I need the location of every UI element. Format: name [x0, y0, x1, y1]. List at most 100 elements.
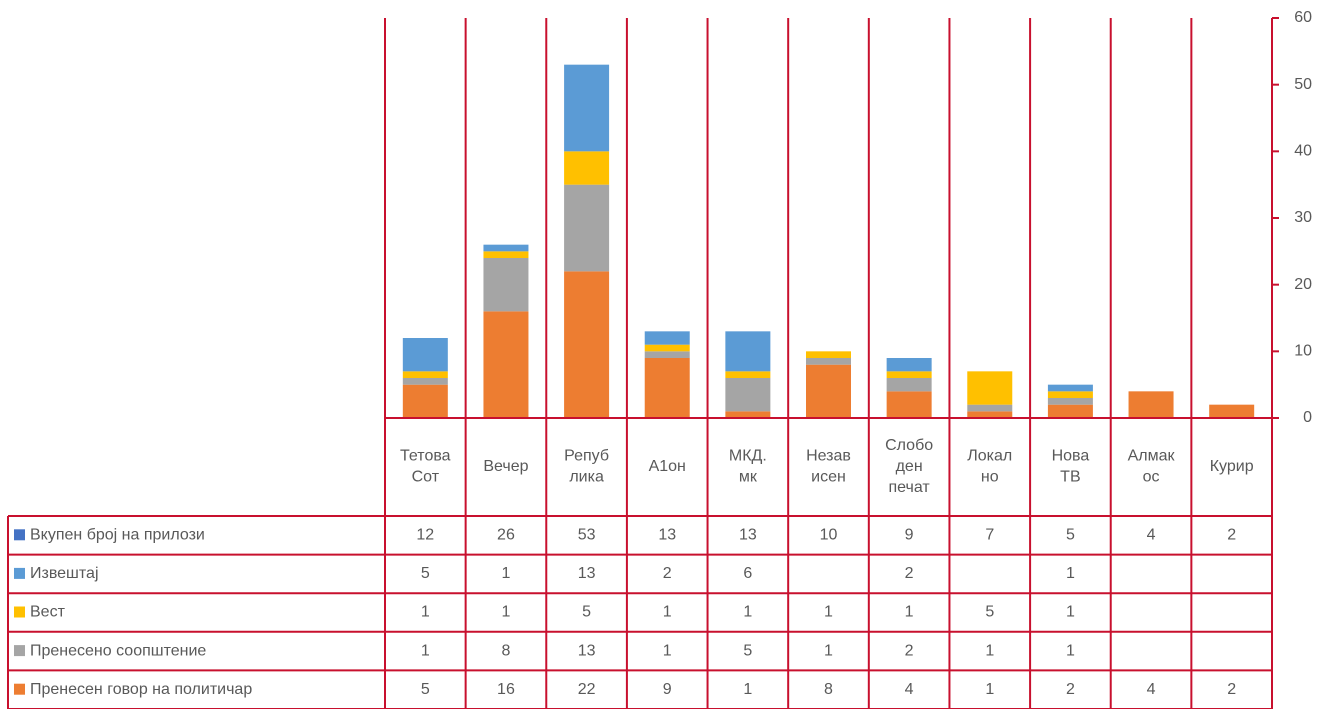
- bar-segment: [644, 344, 690, 352]
- table-cell: 9: [663, 681, 672, 698]
- table-cell: 5: [421, 565, 430, 582]
- table-cell: 1: [1066, 642, 1075, 659]
- table-cell: 5: [1066, 527, 1075, 544]
- table-cell: 1: [824, 642, 833, 659]
- bar-segment: [402, 371, 448, 378]
- table-cell: 1: [824, 604, 833, 621]
- legend-label: Извештај: [30, 565, 99, 582]
- table-cell: 10: [820, 527, 838, 544]
- bar-segment: [886, 391, 932, 418]
- table-cell: 1: [421, 642, 430, 659]
- category-label: Локал но: [967, 448, 1012, 486]
- bar-segment: [483, 311, 529, 418]
- bar-segment: [644, 331, 690, 345]
- legend-swatch: [14, 529, 25, 541]
- bar-segment: [402, 338, 448, 372]
- bar-segment: [806, 358, 851, 365]
- table-cell: 26: [497, 527, 515, 544]
- legend-swatch: [14, 683, 25, 695]
- bar-segment: [1047, 384, 1093, 392]
- table-cell: 2: [1227, 527, 1236, 544]
- table-cell: 22: [578, 681, 596, 698]
- bar-segment: [886, 371, 932, 378]
- table-cell: 7: [985, 527, 994, 544]
- category-label: Вечер: [483, 458, 528, 475]
- category-label: Слобо ден печат: [885, 437, 933, 496]
- table-cell: 1: [743, 681, 752, 698]
- bar-segment: [967, 404, 1013, 412]
- bar-segment: [644, 358, 690, 418]
- bar-segment: [402, 378, 448, 385]
- table-cell: 2: [1227, 681, 1236, 698]
- table-cell: 4: [1147, 527, 1156, 544]
- legend-swatch: [14, 606, 25, 618]
- bar-segment: [967, 411, 1013, 418]
- category-label: Тетова Сот: [400, 448, 451, 486]
- y-tick-label: 50: [1294, 76, 1312, 93]
- bar-segment: [483, 258, 529, 312]
- bar-segment: [886, 358, 932, 372]
- bar-segment: [725, 371, 771, 378]
- table-cell: 1: [421, 604, 430, 621]
- category-label: Нова ТВ: [1052, 448, 1090, 486]
- table-cell: 1: [502, 565, 511, 582]
- bar-segment: [1047, 404, 1093, 418]
- y-tick-label: 60: [1294, 9, 1312, 26]
- bar-segment: [806, 364, 851, 418]
- table-cell: 1: [1066, 565, 1075, 582]
- table-cell: 4: [1147, 681, 1156, 698]
- bar-segment: [644, 351, 690, 358]
- bar-segment: [1128, 391, 1174, 418]
- bar-segment: [564, 271, 610, 418]
- table-cell: 2: [905, 565, 914, 582]
- category-label: Алмак ос: [1128, 448, 1176, 486]
- table-cell: 2: [1066, 681, 1075, 698]
- table-cell: 13: [578, 565, 596, 582]
- table-cell: 5: [421, 681, 430, 698]
- table-cell: 1: [502, 604, 511, 621]
- bar-segment: [564, 184, 610, 272]
- table-cell: 1: [663, 604, 672, 621]
- table-cell: 1: [985, 642, 994, 659]
- category-label: Курир: [1210, 458, 1254, 475]
- table-cell: 1: [743, 604, 752, 621]
- table-cell: 5: [985, 604, 994, 621]
- table-cell: 2: [663, 565, 672, 582]
- bar-segment: [967, 371, 1013, 405]
- category-label: Незав исен: [806, 448, 851, 486]
- table-cell: 5: [743, 642, 752, 659]
- table-cell: 13: [578, 642, 596, 659]
- legend-label: Пренесено соопштение: [30, 642, 206, 659]
- table-cell: 8: [824, 681, 833, 698]
- table-cell: 13: [739, 527, 757, 544]
- category-label: А1он: [649, 458, 686, 475]
- bar-segment: [402, 384, 448, 418]
- bar-segment: [725, 411, 771, 418]
- bar-segment: [725, 378, 771, 412]
- table-cell: 1: [985, 681, 994, 698]
- y-tick-label: 30: [1294, 209, 1312, 226]
- bar-segment: [1047, 398, 1093, 405]
- legend-label: Вкупен број на прилози: [30, 527, 205, 544]
- table-cell: 12: [416, 527, 434, 544]
- bar-segment: [806, 351, 851, 358]
- legend-label: Пренесен говор на политичар: [30, 681, 252, 698]
- table-cell: 16: [497, 681, 515, 698]
- table-cell: 53: [578, 527, 596, 544]
- category-label: Репуб лика: [564, 448, 609, 486]
- table-cell: 1: [1066, 604, 1075, 621]
- table-cell: 5: [582, 604, 591, 621]
- y-tick-label: 40: [1294, 143, 1312, 160]
- y-tick-label: 0: [1303, 409, 1312, 426]
- bar-segment: [483, 244, 529, 252]
- bar-segment: [1209, 404, 1255, 418]
- legend-swatch: [14, 567, 25, 579]
- table-cell: 9: [905, 527, 914, 544]
- table-cell: 8: [502, 642, 511, 659]
- bar-segment: [725, 331, 771, 372]
- table-cell: 2: [905, 642, 914, 659]
- table-cell: 1: [905, 604, 914, 621]
- bar-segment: [483, 251, 529, 258]
- category-label: МКД. мк: [729, 448, 767, 486]
